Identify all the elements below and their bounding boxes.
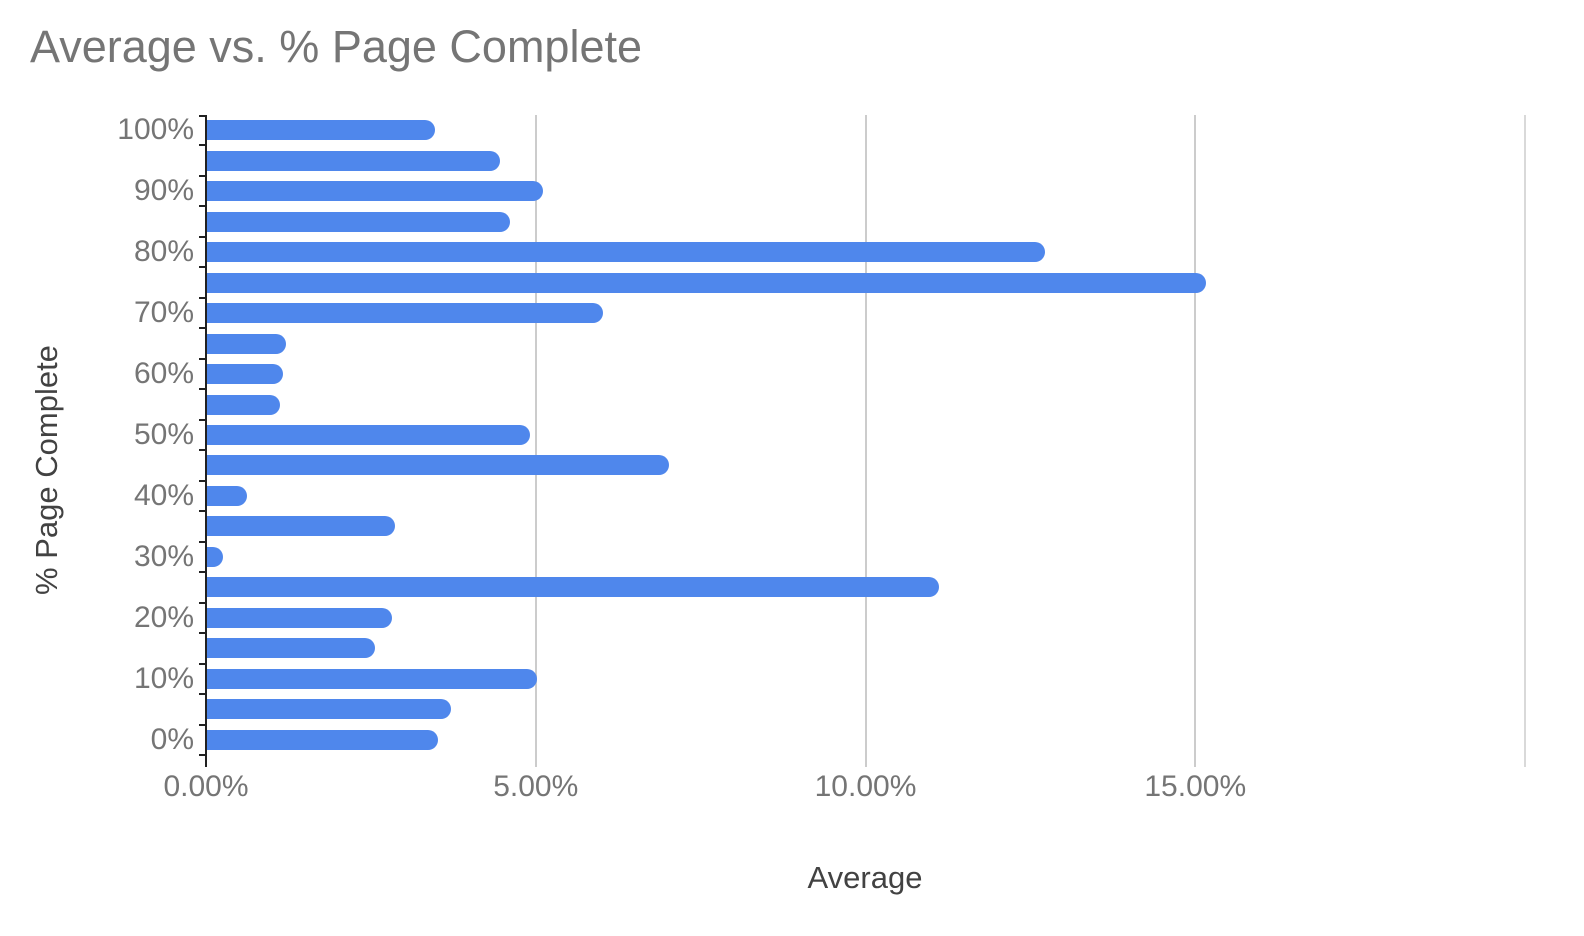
bar-85%: [207, 211, 511, 232]
bar-70%: [207, 303, 603, 324]
bar-30%: [207, 546, 224, 567]
y-tick-label-80%: 80%: [133, 235, 194, 269]
bar-100%: [207, 120, 435, 141]
gridline-5pct: [534, 115, 537, 767]
bar-20%: [207, 607, 392, 628]
bar-75%: [207, 272, 1207, 293]
y-axis-tick: [199, 388, 205, 391]
chart-title: Average vs. % Page Complete: [30, 21, 643, 72]
bar-5%: [207, 699, 451, 720]
y-axis-tick: [199, 662, 205, 665]
bar-95%: [207, 150, 501, 171]
y-tick-label-40%: 40%: [133, 478, 194, 512]
bar-0%: [207, 729, 438, 750]
y-axis-title: % Page Complete: [29, 345, 64, 595]
y-axis-tick: [199, 144, 205, 147]
y-axis-tick: [199, 296, 205, 299]
y-tick-label-30%: 30%: [133, 539, 194, 573]
y-axis-tick: [199, 632, 205, 635]
y-axis-tick: [199, 235, 205, 238]
gridline-15pct: [1194, 115, 1197, 767]
y-axis-tick: [199, 601, 205, 604]
y-tick-label-60%: 60%: [133, 357, 194, 391]
bar-50%: [207, 425, 531, 445]
bar-40%: [207, 485, 247, 506]
bar-15%: [207, 638, 376, 659]
y-axis-tick: [199, 357, 205, 360]
y-axis-tick: [199, 510, 205, 513]
bar-35%: [207, 516, 395, 537]
y-tick-label-20%: 20%: [133, 600, 194, 634]
y-tick-label-70%: 70%: [133, 296, 194, 330]
y-tick-label-90%: 90%: [133, 174, 194, 208]
y-axis-tick: [199, 449, 205, 452]
y-tick-label-50%: 50%: [133, 418, 194, 451]
x-axis-title: Average: [807, 860, 923, 895]
y-axis-tick: [199, 115, 205, 117]
gridline-20pct: [1524, 115, 1526, 767]
y-tick-label-100%: 100%: [117, 113, 194, 147]
bar-55%: [207, 394, 280, 415]
plot-area: [199, 115, 1526, 767]
bar-60%: [207, 364, 283, 385]
y-axis-tick: [199, 327, 205, 330]
bar-90%: [207, 181, 544, 202]
y-axis-tick: [199, 571, 205, 574]
y-tick-label-0%: 0%: [150, 722, 194, 756]
bar-80%: [207, 242, 1045, 263]
y-axis-tick: [199, 754, 205, 756]
x-tick-label-0.00%: 0.00%: [163, 770, 249, 803]
y-axis-tick: [199, 723, 205, 726]
bar-65%: [207, 333, 287, 354]
bar-25%: [207, 577, 940, 598]
y-axis-tick: [199, 174, 205, 177]
y-axis-tick: [199, 205, 205, 208]
y-axis-tick: [199, 266, 205, 269]
bar-45%: [207, 455, 669, 476]
y-axis-line: [205, 115, 207, 767]
y-axis-tick: [199, 479, 205, 482]
y-axis-tick: [199, 418, 205, 421]
y-tick-label-10%: 10%: [133, 661, 194, 695]
gridline-10pct: [864, 115, 867, 767]
x-tick-label-5.00%: 5.00%: [493, 770, 579, 803]
x-tick-label-10.00%: 10.00%: [814, 770, 917, 803]
bar-10%: [207, 668, 537, 689]
y-axis-tick: [199, 540, 205, 543]
y-axis-tick: [199, 693, 205, 696]
x-tick-label-15.00%: 15.00%: [1144, 770, 1247, 803]
